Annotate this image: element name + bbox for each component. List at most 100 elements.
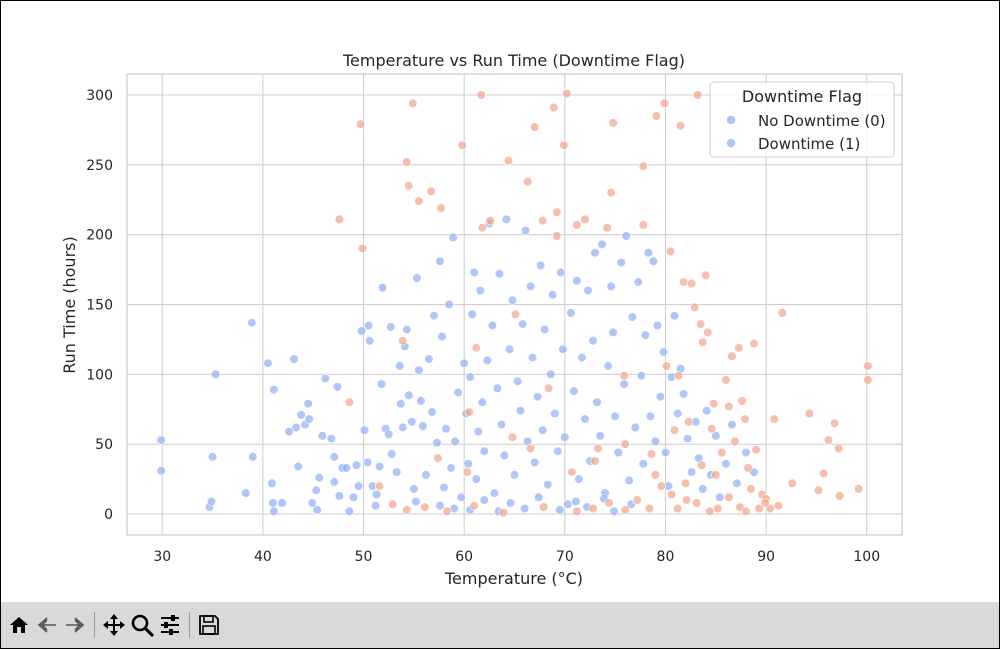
no-downtime-point xyxy=(501,214,512,224)
no-downtime-point xyxy=(592,397,602,407)
downtime-point xyxy=(773,501,783,511)
downtime-point xyxy=(659,98,670,108)
downtime-point xyxy=(593,443,603,454)
y-tick-label: 0 xyxy=(104,507,113,523)
no-downtime-point xyxy=(277,498,287,508)
no-downtime-point xyxy=(660,448,671,458)
downtime-point xyxy=(740,414,750,424)
downtime-point xyxy=(680,478,691,488)
no-downtime-point xyxy=(364,320,374,331)
forward-button[interactable] xyxy=(61,609,89,641)
downtime-point xyxy=(727,351,737,361)
back-arrow-icon xyxy=(37,617,56,633)
no-downtime-point xyxy=(395,361,405,371)
no-downtime-point xyxy=(467,309,477,319)
no-downtime-point xyxy=(206,496,217,507)
no-downtime-point xyxy=(471,474,481,484)
no-downtime-point xyxy=(312,505,322,515)
no-downtime-point xyxy=(682,434,693,444)
downtime-point xyxy=(697,460,707,470)
no-downtime-point xyxy=(424,354,434,364)
legend-label-no-downtime: No Downtime (0) xyxy=(758,112,886,130)
downtime-point xyxy=(485,216,495,226)
downtime-point xyxy=(721,375,731,385)
downtime-point xyxy=(620,439,630,449)
no-downtime-point xyxy=(465,372,475,382)
downtime-point xyxy=(471,343,481,353)
no-downtime-point xyxy=(371,501,381,511)
toolbar-separator xyxy=(189,612,190,638)
no-downtime-point xyxy=(583,285,593,296)
no-downtime-point xyxy=(627,312,637,322)
legend-marker-downtime xyxy=(726,138,736,148)
downtime-point xyxy=(751,445,761,455)
no-downtime-point xyxy=(569,386,579,396)
no-downtime-point xyxy=(590,248,600,258)
no-downtime-point xyxy=(727,420,737,430)
y-tick-label: 250 xyxy=(86,158,113,174)
no-downtime-point xyxy=(613,448,623,458)
no-downtime-point xyxy=(372,489,382,500)
no-downtime-point xyxy=(456,492,466,502)
no-downtime-point xyxy=(344,506,355,516)
downtime-point xyxy=(833,443,844,454)
downtime-point xyxy=(698,337,708,347)
downtime-point xyxy=(705,506,715,516)
no-downtime-point xyxy=(556,267,566,278)
back-button[interactable] xyxy=(33,609,61,641)
no-downtime-point xyxy=(353,481,364,491)
no-downtime-point xyxy=(444,299,454,310)
no-downtime-point xyxy=(351,460,362,470)
no-downtime-point xyxy=(348,492,359,502)
downtime-point xyxy=(703,327,713,338)
no-downtime-point xyxy=(540,325,550,335)
x-tick-label: 50 xyxy=(355,549,373,565)
no-downtime-point xyxy=(678,389,689,399)
downtime-point xyxy=(863,375,873,385)
no-downtime-point xyxy=(329,452,339,462)
downtime-point xyxy=(529,122,540,132)
no-downtime-point xyxy=(655,392,666,402)
downtime-point xyxy=(602,223,612,233)
no-downtime-point xyxy=(398,422,408,433)
move-icon xyxy=(103,614,125,636)
configure-subplots-button[interactable] xyxy=(156,609,184,641)
downtime-point xyxy=(665,246,676,256)
x-tick-label: 60 xyxy=(455,549,473,565)
no-downtime-point xyxy=(515,406,526,416)
no-downtime-point xyxy=(307,498,317,508)
no-downtime-point xyxy=(479,495,489,505)
no-downtime-point xyxy=(156,466,166,476)
home-button[interactable] xyxy=(5,609,33,641)
downtime-point xyxy=(567,467,577,477)
pan-button[interactable] xyxy=(100,609,128,641)
no-downtime-point xyxy=(473,427,483,437)
downtime-point xyxy=(743,463,753,473)
no-downtime-point xyxy=(263,358,273,368)
downtime-point xyxy=(646,449,657,459)
no-downtime-point xyxy=(475,285,485,296)
legend-label-downtime: Downtime (1) xyxy=(758,135,860,153)
no-downtime-point xyxy=(603,361,613,371)
no-downtime-point xyxy=(536,260,546,271)
no-downtime-point xyxy=(550,408,560,419)
no-downtime-point xyxy=(560,432,570,442)
zoom-button[interactable] xyxy=(128,609,156,641)
no-downtime-point xyxy=(363,457,373,468)
downtime-point xyxy=(525,443,536,454)
no-downtime-point xyxy=(609,506,619,516)
no-downtime-point xyxy=(314,473,324,483)
no-downtime-point xyxy=(669,311,680,321)
downtime-point xyxy=(538,216,548,226)
downtime-point xyxy=(686,278,697,289)
downtime-point xyxy=(590,456,600,466)
downtime-point xyxy=(355,119,366,129)
y-tick-label: 150 xyxy=(86,298,113,314)
downtime-point xyxy=(398,336,408,346)
no-downtime-point xyxy=(548,290,558,300)
save-button[interactable] xyxy=(195,609,223,641)
no-downtime-point xyxy=(317,431,327,441)
no-downtime-point xyxy=(416,396,426,406)
downtime-point xyxy=(334,214,345,224)
downtime-point xyxy=(834,491,845,501)
